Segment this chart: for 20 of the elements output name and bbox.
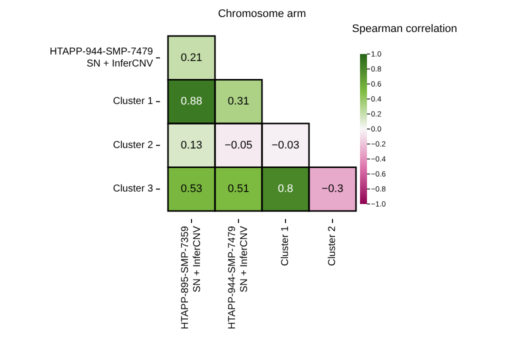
- data-label: −0.03: [272, 139, 300, 152]
- data-label: 0.13: [180, 139, 202, 152]
- data-label: −0.05: [224, 139, 252, 152]
- x-tick-label: Cluster 1: [280, 226, 291, 266]
- legend-title: Spearman correlation: [352, 23, 458, 35]
- y-tick-label: HTAPP-944-SMP-7479 SN + InferCNV: [50, 46, 154, 70]
- data-label: −0.3: [322, 183, 344, 196]
- y-tick-label: Cluster 3: [112, 184, 154, 195]
- data-label: 0.88: [180, 96, 202, 108]
- x-tick-label: HTAPP-895-SMP-7359 SN + InferCNV: [180, 226, 203, 330]
- data-label: 0.8: [278, 183, 294, 196]
- data-label: 0.53: [180, 183, 202, 196]
- y-tick-label: Cluster 1: [112, 96, 154, 108]
- chart-title: Chromosome arm: [216, 8, 308, 20]
- data-label: 0.21: [180, 52, 202, 64]
- x-tick-label: HTAPP-944-SMP-7479 SN + InferCNV: [227, 226, 250, 330]
- data-label: 0.31: [228, 96, 250, 108]
- data-label: 0.51: [228, 183, 250, 196]
- x-tick-label: Cluster 2: [327, 226, 338, 266]
- y-tick-label: Cluster 2: [112, 140, 154, 151]
